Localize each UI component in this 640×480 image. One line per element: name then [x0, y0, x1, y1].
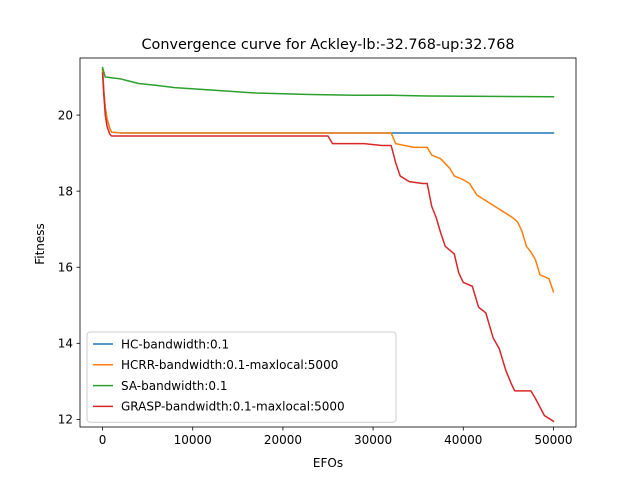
y-tick-label-12: 12 — [58, 413, 73, 427]
x-tick-label-30000: 30000 — [354, 433, 392, 447]
axes-frame — [79, 57, 577, 428]
legend-label-3: SA-bandwidth:0.1 — [121, 379, 228, 393]
y-tick-label-20: 20 — [58, 108, 73, 122]
series-line-2 — [101, 68, 555, 293]
x-tick-label-0: 0 — [99, 433, 107, 447]
x-axis-label: EFOs — [313, 456, 343, 470]
legend: HC-bandwidth:0.1 HCRR-bandwidth:0.1-maxlo… — [86, 331, 397, 423]
chart-title: Convergence curve for Ackley-lb:-32.768-… — [141, 37, 514, 53]
series-line-4 — [101, 72, 555, 423]
legend-label-2: HCRR-bandwidth:0.1-maxlocal:5000 — [121, 358, 338, 372]
x-tick-label-40000: 40000 — [444, 433, 482, 447]
y-tick-label-16: 16 — [58, 260, 73, 274]
y-tick-label-14: 14 — [58, 337, 73, 351]
x-tick-label-20000: 20000 — [264, 433, 302, 447]
legend-box — [86, 331, 397, 423]
legend-label-1: HC-bandwidth:0.1 — [121, 337, 229, 351]
series-line-3 — [101, 66, 555, 98]
x-tick-label-50000: 50000 — [534, 433, 572, 447]
legend-label-4: GRASP-bandwidth:0.1-maxlocal:5000 — [121, 400, 345, 414]
x-tick-label-10000: 10000 — [174, 433, 212, 447]
y-axis-label: Fitness — [33, 223, 47, 265]
y-tick-label-18: 18 — [58, 184, 73, 198]
series-lines — [101, 66, 555, 423]
